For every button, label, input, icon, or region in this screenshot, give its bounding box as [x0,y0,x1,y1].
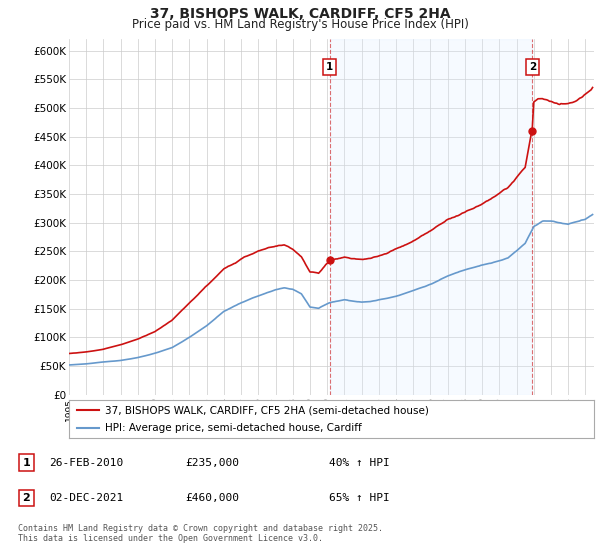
Bar [330,39,532,395]
Text: 1: 1 [23,458,30,468]
Text: 26-FEB-2010: 26-FEB-2010 [49,458,124,468]
Text: 1: 1 [326,62,334,72]
Text: 65% ↑ HPI: 65% ↑ HPI [329,493,389,503]
Text: 02-DEC-2021: 02-DEC-2021 [49,493,124,503]
Text: 2: 2 [23,493,30,503]
Text: 37, BISHOPS WALK, CARDIFF, CF5 2HA: 37, BISHOPS WALK, CARDIFF, CF5 2HA [149,7,451,21]
Text: £235,000: £235,000 [185,458,239,468]
Text: Contains HM Land Registry data © Crown copyright and database right 2025.
This d: Contains HM Land Registry data © Crown c… [18,524,383,543]
Text: £460,000: £460,000 [185,493,239,503]
Text: HPI: Average price, semi-detached house, Cardiff: HPI: Average price, semi-detached house,… [105,423,361,433]
Text: Price paid vs. HM Land Registry's House Price Index (HPI): Price paid vs. HM Land Registry's House … [131,18,469,31]
Text: 40% ↑ HPI: 40% ↑ HPI [329,458,389,468]
Text: 2: 2 [529,62,536,72]
Text: 37, BISHOPS WALK, CARDIFF, CF5 2HA (semi-detached house): 37, BISHOPS WALK, CARDIFF, CF5 2HA (semi… [105,405,428,415]
